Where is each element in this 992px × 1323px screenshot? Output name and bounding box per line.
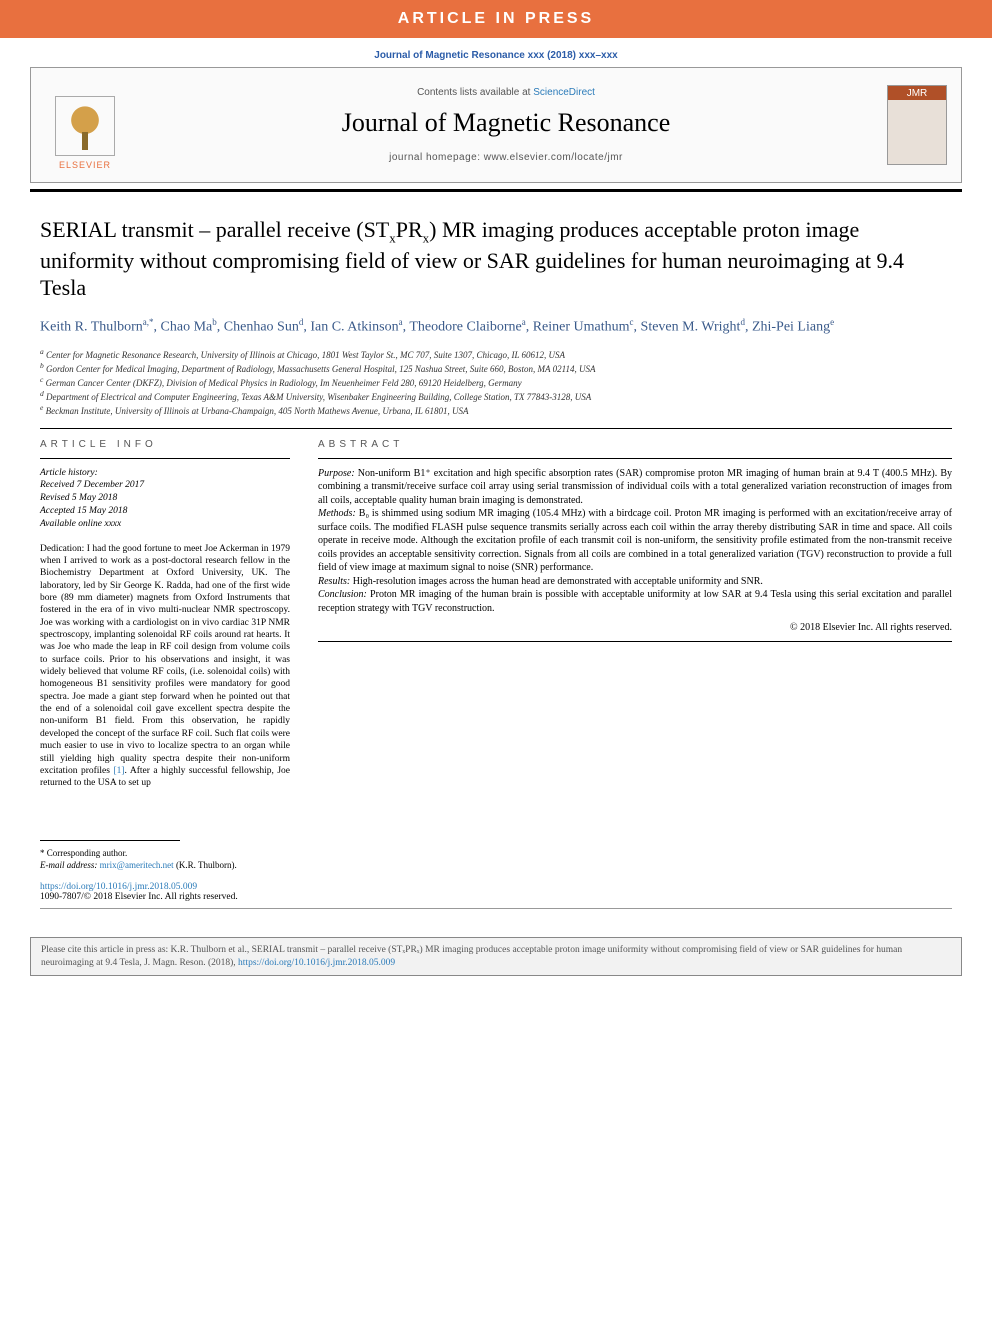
author-name: Keith R. Thulborn [40,319,143,334]
info-rule [40,458,290,459]
author-name: Theodore Claiborne [409,319,521,334]
author-name: Steven M. Wright [641,319,741,334]
abstract-copyright: © 2018 Elsevier Inc. All rights reserved… [318,621,952,635]
journal-homepage-line: journal homepage: www.elsevier.com/locat… [141,152,871,163]
footer-rule [40,908,952,909]
author-affil-marker: a [399,317,403,327]
corresponding-author: * Corresponding author. E-mail address: … [40,847,952,872]
journal-header-center: Contents lists available at ScienceDirec… [141,87,871,163]
article-history: Article history: Received 7 December 201… [40,467,290,531]
article-info-heading: ARTICLE INFO [40,439,290,450]
author-affil-marker: b [212,317,217,327]
author-name: Zhi-Pei Liang [752,319,830,334]
dedication-text: Dedication: I had the good fortune to me… [40,543,290,790]
top-citation: Journal of Magnetic Resonance xxx (2018)… [0,38,992,67]
affil-e: e Beckman Institute, University of Illin… [40,403,952,417]
author-name: Chenhao Sun [224,319,299,334]
author-affil-marker: a [522,317,526,327]
contents-prefix: Contents lists available at [417,87,533,98]
history-label: Article history: [40,467,290,480]
info-abstract-columns: ARTICLE INFO Article history: Received 7… [40,439,952,790]
journal-header: ELSEVIER Contents lists available at Sci… [30,67,962,183]
email-link[interactable]: mrix@ameritech.net [100,860,174,870]
email-label: E-mail address: [40,860,100,870]
cite-text: Please cite this article in press as: K.… [41,945,902,968]
article-content: SERIAL transmit – parallel receive (STxP… [0,192,992,925]
article-title: SERIAL transmit – parallel receive (STxP… [40,216,952,302]
corresp-rule [40,840,180,841]
homepage-prefix: journal homepage: [389,152,484,163]
author-affil-marker: d [299,317,304,327]
history-received: Received 7 December 2017 [40,479,290,492]
author-name: Reiner Umathum [533,319,630,334]
article-info-column: ARTICLE INFO Article history: Received 7… [40,439,290,790]
affil-rule [40,428,952,429]
corresp-star: * Corresponding author. [40,847,952,860]
abstract-results: Results: High-resolution images across t… [318,575,952,589]
dedication-ref-link[interactable]: [1] [113,766,124,776]
title-pre: SERIAL transmit – parallel receive (ST [40,217,389,242]
affil-a: a Center for Magnetic Resonance Research… [40,347,952,361]
journal-name: Journal of Magnetic Resonance [141,108,871,138]
abstract-conclusion: Conclusion: Proton MR imaging of the hum… [318,588,952,615]
history-revised: Revised 5 May 2018 [40,492,290,505]
doi-block: https://doi.org/10.1016/j.jmr.2018.05.00… [40,882,952,902]
sciencedirect-link[interactable]: ScienceDirect [533,87,595,98]
author-affil-marker: d [740,317,745,327]
article-in-press-banner: ARTICLE IN PRESS [0,0,992,38]
contents-available-line: Contents lists available at ScienceDirec… [141,87,871,98]
affil-b: b Gordon Center for Medical Imaging, Dep… [40,361,952,375]
elsevier-tree-icon [55,96,115,156]
abstract-rule [318,458,952,459]
corresp-email-line: E-mail address: mrix@ameritech.net (K.R.… [40,859,952,872]
abstract-purpose: Purpose: Non-uniform B1⁺ excitation and … [318,467,952,508]
history-online: Available online xxxx [40,518,290,531]
elsevier-logo: ELSEVIER [45,80,125,170]
email-name: (K.R. Thulborn). [174,860,237,870]
affil-c: c German Cancer Center (DKFZ), Division … [40,375,952,389]
author-name: Ian C. Atkinson [310,319,398,334]
issn-copyright: 1090-7807/© 2018 Elsevier Inc. All right… [40,892,952,902]
author-affil-marker: e [830,317,834,327]
author-name: Chao Ma [161,319,213,334]
title-mid: PR [396,217,423,242]
author-list: Keith R. Thulborna,*, Chao Mab, Chenhao … [40,316,952,337]
affiliations: a Center for Magnetic Resonance Research… [40,347,952,418]
abstract-methods: Methods: B₀ is shimmed using sodium MR i… [318,507,952,575]
elsevier-label: ELSEVIER [59,160,111,170]
history-accepted: Accepted 15 May 2018 [40,505,290,518]
abstract-body: Purpose: Non-uniform B1⁺ excitation and … [318,467,952,635]
abstract-heading: ABSTRACT [318,439,952,450]
dedication-pre: Dedication: I had the good fortune to me… [40,544,290,776]
abstract-column: ABSTRACT Purpose: Non-uniform B1⁺ excita… [318,439,952,790]
author-affil-marker: a,* [143,317,154,327]
affil-d: d Department of Electrical and Computer … [40,389,952,403]
author-affil-marker: c [630,317,634,327]
cite-doi-link[interactable]: https://doi.org/10.1016/j.jmr.2018.05.00… [238,958,395,968]
doi-link[interactable]: https://doi.org/10.1016/j.jmr.2018.05.00… [40,882,952,892]
journal-cover-thumbnail: JMR [887,85,947,165]
abstract-bottom-rule [318,641,952,642]
cite-this-article-box: Please cite this article in press as: K.… [30,937,962,977]
homepage-url[interactable]: www.elsevier.com/locate/jmr [484,152,623,163]
